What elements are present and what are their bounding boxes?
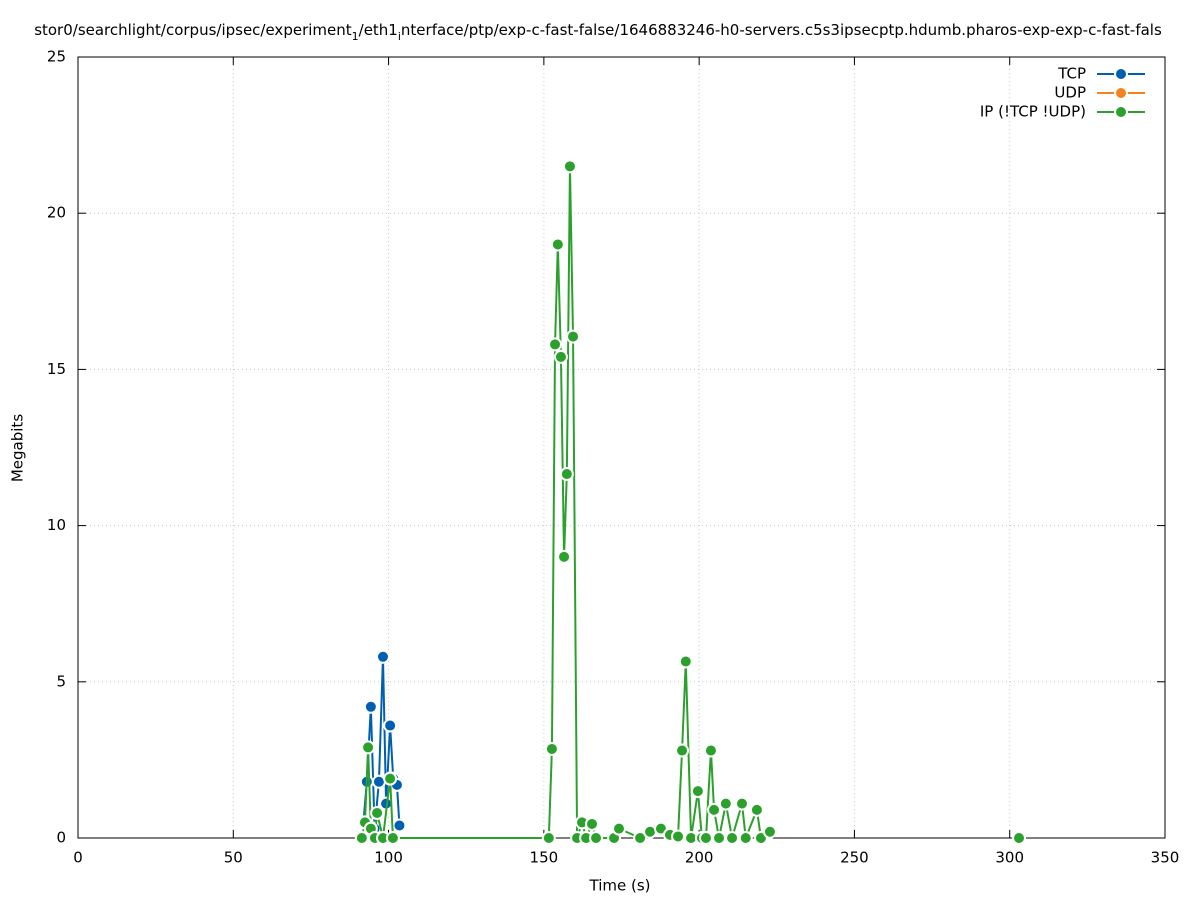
data-point: [544, 741, 559, 756]
data-point: [541, 831, 556, 845]
data-point: [375, 649, 390, 664]
data-point: [383, 718, 398, 733]
data-point: [370, 806, 385, 821]
data-point: [725, 831, 740, 845]
plot-border: [77, 56, 1166, 839]
data-point: [718, 796, 733, 811]
title-subscript: i: [398, 30, 401, 43]
data-point: [371, 774, 386, 789]
data-point: [379, 796, 394, 811]
data-point: [633, 831, 648, 845]
title-segment: /eth1: [359, 21, 398, 39]
data-point: [550, 237, 565, 252]
data-point: [690, 784, 705, 799]
data-point: [354, 831, 369, 845]
data-point: [392, 818, 407, 833]
series-line: [362, 166, 1019, 838]
data-point: [698, 831, 713, 845]
legend-label: IP (!TCP !UDP): [980, 103, 1086, 121]
data-point: [671, 829, 686, 844]
data-point: [553, 349, 568, 364]
legend-label: TCP: [1057, 65, 1086, 83]
data-point: [707, 802, 722, 817]
data-point: [703, 743, 718, 758]
data-point: [678, 654, 693, 669]
legend-marker: [1114, 86, 1128, 100]
data-point: [584, 816, 599, 831]
x-tick-label: 200: [685, 849, 714, 867]
chart-title: stor0/searchlight/corpus/ipsec/experimen…: [34, 21, 1162, 43]
y-tick-label: 5: [56, 672, 66, 690]
x-tick-label: 300: [995, 849, 1024, 867]
data-point: [562, 159, 577, 174]
title-subscript: 1: [352, 30, 359, 43]
y-tick-label: 15: [47, 360, 66, 378]
y-tick-label: 0: [56, 829, 66, 847]
data-point: [383, 771, 398, 786]
x-axis-label: Time (s): [589, 877, 651, 895]
data-point: [363, 699, 378, 714]
y-tick-label: 20: [47, 204, 66, 222]
data-point: [762, 824, 777, 839]
data-point: [548, 337, 563, 352]
data-point: [1012, 831, 1027, 845]
x-tick-label: 50: [224, 849, 243, 867]
title-segment: nterface/ptp/exp-c-fast-false/1646883246…: [401, 21, 1162, 39]
legend-marker: [1114, 105, 1128, 119]
data-point: [559, 467, 574, 482]
data-point: [738, 831, 753, 845]
x-tick-label: 350: [1151, 849, 1180, 867]
data-point: [589, 831, 604, 845]
x-tick-label: 0: [73, 849, 83, 867]
data-point: [557, 549, 572, 564]
data-point: [612, 821, 627, 836]
data-point: [385, 831, 400, 845]
y-tick-label: 10: [47, 516, 66, 534]
data-point: [566, 329, 581, 344]
data-point: [361, 740, 376, 755]
title-segment: stor0/searchlight/corpus/ipsec/experimen…: [34, 21, 352, 39]
y-tick-label: 25: [47, 48, 66, 66]
data-point: [675, 743, 690, 758]
x-tick-label: 150: [530, 849, 559, 867]
x-tick-label: 250: [840, 849, 869, 867]
data-point: [712, 831, 727, 845]
legend-label: UDP: [1054, 84, 1086, 102]
x-tick-label: 100: [374, 849, 403, 867]
y-axis-label: Megabits: [9, 414, 27, 482]
data-point: [749, 802, 764, 817]
legend-marker: [1114, 67, 1128, 81]
data-point: [735, 796, 750, 811]
